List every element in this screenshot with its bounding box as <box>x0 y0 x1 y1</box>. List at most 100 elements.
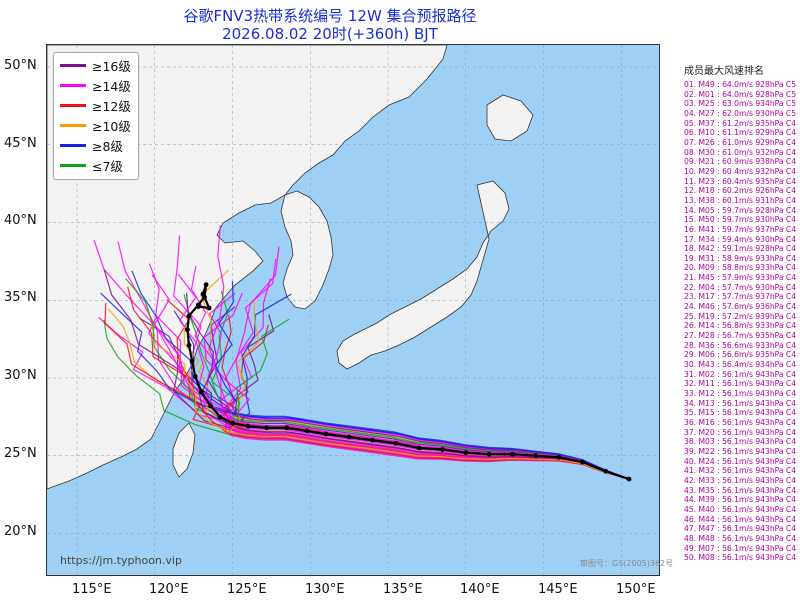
ranking-item: 09. M21 : 60.9m/s 938hPa C4 <box>684 157 797 167</box>
ranking-item: 42. M33 : 56.1m/s 943hPa C4 <box>684 475 797 485</box>
mean-track-point <box>264 425 270 431</box>
mean-track-point <box>580 459 585 465</box>
ranking-item: 05. M37 : 61.2m/s 935hPa C4 <box>684 118 797 128</box>
ranking-item: 13. M38 : 60.1m/s 931hPa C4 <box>684 195 797 205</box>
lat-label-30n: 30°N <box>4 368 37 383</box>
mean-track-point <box>346 434 352 440</box>
lat-label-45n: 45°N <box>4 136 37 151</box>
ranking-item: 46. M44 : 56.1m/s 943hPa C4 <box>684 514 797 524</box>
ranking-item: 45. M40 : 56.1m/s 943hPa C4 <box>684 504 797 514</box>
ranking-item: 29. M06 : 56.6m/s 935hPa C4 <box>684 350 797 360</box>
ensemble-member-track <box>214 281 630 480</box>
ensemble-member-track <box>127 286 630 480</box>
ranking-item: 14. M05 : 59.7m/s 928hPa C4 <box>684 205 797 215</box>
map-canvas <box>47 45 659 575</box>
ranking-item: 25. M19 : 57.2m/s 939hPa C4 <box>684 311 797 321</box>
ranking-item: 03. M25 : 63.0m/s 934hPa C5 <box>684 99 797 109</box>
mean-track-point <box>533 453 539 459</box>
mean-track-point <box>323 431 329 437</box>
mean-track-point <box>284 425 290 431</box>
legend-swatch-7 <box>60 164 86 167</box>
ranking-item: 12. M18 : 60.2m/s 926hPa C4 <box>684 186 797 196</box>
legend-swatch-8 <box>60 144 86 147</box>
ranking-item: 38. M03 : 56.1m/s 943hPa C4 <box>684 437 797 447</box>
mean-track-point <box>556 454 562 460</box>
mean-track-point <box>195 304 201 309</box>
ranking-item: 01. M49 : 64.0m/s 928hPa C5 <box>684 80 797 89</box>
lon-label-125e: 125°E <box>227 582 267 597</box>
legend-label-16: ≥16级 <box>92 59 131 74</box>
lon-label-130e: 130°E <box>305 582 345 597</box>
ranking-item: 11. M23 : 60.4m/s 935hPa C4 <box>684 176 797 186</box>
ranking-item: 36. M16 : 56.1m/s 943hPa C4 <box>684 417 797 427</box>
lon-label-145e: 145°E <box>538 582 578 597</box>
ranking-item: 27. M28 : 56.7m/s 935hPa C4 <box>684 331 797 341</box>
lat-label-25n: 25°N <box>4 446 37 461</box>
map-approval-number: 审图号：GS(2005)362号 <box>580 559 674 568</box>
lat-label-50n: 50°N <box>4 58 37 73</box>
lon-label-115e: 115°E <box>72 582 112 597</box>
ranking-item: 21. M45 : 57.9m/s 933hPa C4 <box>684 273 797 283</box>
ranking-item: 47. M47 : 56.1m/s 943hPa C4 <box>684 524 797 534</box>
mean-track-point <box>200 291 206 297</box>
ranking-item: 37. M20 : 56.1m/s 943hPa C4 <box>684 427 797 437</box>
ranking-item: 20. M09 : 58.8m/s 933hPa C4 <box>684 263 797 273</box>
map-title: 谷歌FNV3热带系统编号 12W 集合预报路径 <box>183 7 477 25</box>
ranking-item: 17. M34 : 59.4m/s 930hPa C4 <box>684 234 797 244</box>
mean-track-point <box>440 447 445 452</box>
land-japan <box>336 180 510 370</box>
mean-track-point <box>510 451 515 457</box>
ranking-item: 08. M30 : 61.0m/s 932hPa C4 <box>684 147 797 157</box>
ranking-item: 43. M35 : 56.1m/s 943hPa C4 <box>684 485 797 495</box>
legend-swatch-14 <box>60 84 86 87</box>
mean-track-point <box>245 423 251 429</box>
ensemble-member-track <box>183 326 630 480</box>
ranking-item: 26. M14 : 56.8m/s 933hPa C4 <box>684 321 797 331</box>
ranking-item: 28. M36 : 56.6m/s 933hPa C4 <box>684 340 797 350</box>
mean-track-point <box>206 305 212 311</box>
ranking-item: 40. M24 : 56.1m/s 943hPa C4 <box>684 456 797 466</box>
ranking-item: 04. M27 : 62.0m/s 930hPa C5 <box>684 108 797 118</box>
ranking-item: 39. M22 : 56.1m/s 943hPa C4 <box>684 446 797 456</box>
lat-label-20n: 20°N <box>4 524 37 539</box>
ranking-item: 31. M02 : 56.1m/s 943hPa C4 <box>684 369 797 379</box>
ensemble-member-track <box>183 294 630 480</box>
land-mainland <box>47 45 448 490</box>
mean-track-point <box>603 468 609 474</box>
legend-label-12: ≥12级 <box>92 99 131 114</box>
ranking-item: 32. M11 : 56.1m/s 943hPa C4 <box>684 379 797 389</box>
legend-label-7: ≤7级 <box>92 159 123 174</box>
mean-track-point <box>393 440 399 446</box>
ranking-item: 49. M07 : 56.1m/s 943hPa C4 <box>684 543 797 553</box>
lat-label-35n: 35°N <box>4 290 37 305</box>
map-subtitle: 2026.08.02 20时(+360h) BJT <box>222 25 438 43</box>
ranking-item: 24. M46 : 57.6m/s 936hPa C4 <box>684 302 797 312</box>
ensemble-member-track <box>93 239 630 480</box>
ranking-item: 07. M26 : 61.0m/s 929hPa C4 <box>684 137 797 147</box>
ranking-item: 10. M29 : 60.4m/s 932hPa C4 <box>684 166 797 176</box>
mean-track-point <box>192 374 198 379</box>
mean-track-point <box>189 358 195 364</box>
ensemble-member-track <box>186 292 630 480</box>
ranking-list: 01. M49 : 64.0m/s 928hPa C5 02. M01 : 64.… <box>684 80 800 563</box>
mean-track-point <box>199 389 204 395</box>
legend-swatch-12 <box>60 104 86 107</box>
mean-track-point <box>626 476 632 482</box>
ensemble-member-track <box>207 306 630 480</box>
lon-label-135e: 135°E <box>383 582 423 597</box>
ensemble-mean-track <box>185 282 632 482</box>
legend-swatch-16 <box>60 64 86 67</box>
ranking-item: 48. M48 : 56.1m/s 943hPa C4 <box>684 533 797 543</box>
ranking-item: 16. M41 : 59.7m/s 937hPa C4 <box>684 224 797 234</box>
mean-track-point <box>186 342 192 348</box>
mean-track-point <box>416 445 422 451</box>
map-frame <box>46 44 660 576</box>
mean-track-point <box>486 451 492 457</box>
legend-swatch-10 <box>60 124 86 127</box>
ranking-item: 35. M15 : 56.1m/s 943hPa C4 <box>684 408 797 418</box>
ranking-item: 23. M17 : 57.7m/s 937hPa C4 <box>684 292 797 302</box>
land-hokkaido <box>486 94 534 142</box>
mean-track-point <box>370 437 375 443</box>
legend-label-8: ≥8级 <box>92 139 123 154</box>
mean-track-point <box>304 428 310 434</box>
